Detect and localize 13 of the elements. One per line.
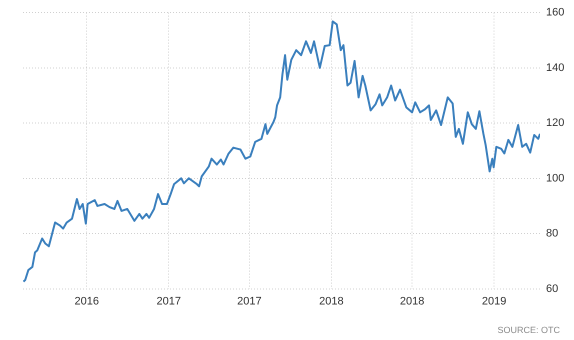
- y-tick-label: 140: [546, 62, 564, 74]
- x-tick-label: 2017: [237, 295, 262, 308]
- x-tick-label: 2018: [319, 295, 344, 308]
- x-tick-label: 2018: [400, 295, 424, 308]
- x-tick-label: 2017: [156, 295, 181, 308]
- y-tick-label: 80: [546, 228, 558, 240]
- y-tick-label: 160: [546, 6, 564, 19]
- x-tick-label: 2019: [482, 295, 506, 308]
- y-tick-label: 120: [546, 117, 564, 130]
- x-tick-label: 2016: [74, 295, 99, 308]
- y-tick-label: 100: [546, 172, 564, 184]
- y-tick-label: 60: [546, 282, 558, 295]
- source-note: SOURCE: OTC: [497, 325, 560, 335]
